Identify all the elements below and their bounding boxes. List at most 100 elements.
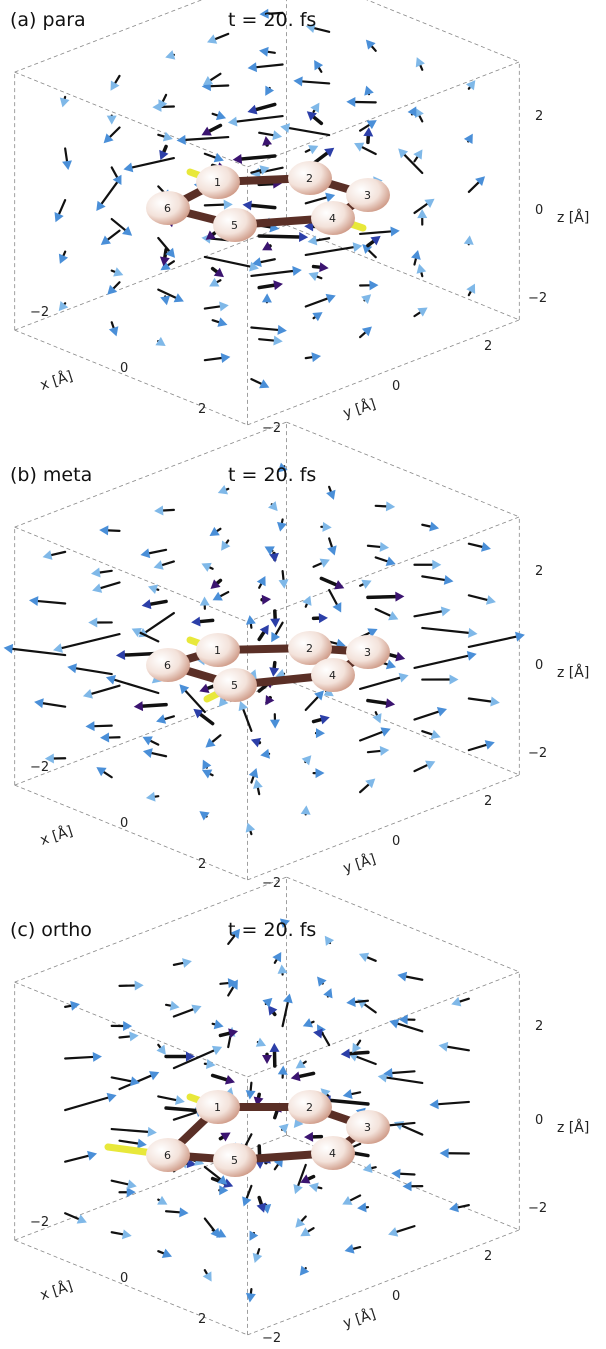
arrow-shaft bbox=[306, 299, 328, 307]
arrow-head bbox=[219, 302, 229, 312]
arrow-head bbox=[4, 644, 14, 654]
arrow-head bbox=[135, 980, 144, 990]
arrow-shaft bbox=[205, 1270, 207, 1274]
arrow-head bbox=[315, 768, 324, 778]
box-edge bbox=[15, 225, 287, 330]
arrow-head bbox=[43, 550, 53, 560]
arrow-head bbox=[122, 1229, 132, 1239]
arrow-shaft bbox=[246, 1134, 252, 1145]
arrow-shaft bbox=[132, 158, 174, 167]
atom-label: 5 bbox=[231, 679, 238, 692]
arrow-head bbox=[247, 105, 257, 115]
z-tick-label: 2 bbox=[535, 564, 543, 579]
arrow-head bbox=[156, 1045, 165, 1055]
arrow-shaft bbox=[420, 65, 422, 69]
arrow-head bbox=[424, 199, 434, 208]
panel-label: (b) meta bbox=[10, 464, 92, 486]
arrow-shaft bbox=[422, 525, 430, 527]
arrow-head bbox=[439, 1042, 449, 1052]
arrow-head bbox=[217, 317, 227, 327]
y-axis-label: y [Å] bbox=[341, 850, 378, 876]
arrow-head bbox=[346, 97, 355, 107]
arrow-shaft bbox=[469, 87, 470, 88]
arrow-shaft bbox=[469, 544, 482, 547]
arrow-head bbox=[179, 1207, 188, 1217]
arrow-head bbox=[429, 1099, 438, 1109]
arrow-head bbox=[345, 1244, 355, 1254]
arrow-shaft bbox=[211, 85, 229, 86]
arrow-shaft bbox=[422, 576, 444, 580]
arrow-shaft bbox=[112, 322, 114, 328]
arrow-shaft bbox=[226, 489, 228, 490]
arrow-shaft bbox=[289, 128, 329, 135]
arrow-shaft bbox=[63, 252, 65, 256]
arrow-head bbox=[129, 1031, 138, 1041]
arrow-head bbox=[160, 295, 170, 305]
arrow-head bbox=[91, 568, 101, 578]
arrow-head bbox=[85, 721, 94, 731]
arrow-head bbox=[319, 262, 328, 272]
arrow-head bbox=[481, 542, 491, 552]
arrow-head bbox=[444, 575, 454, 585]
arrow-head bbox=[107, 1093, 117, 1103]
arrow-head bbox=[34, 698, 44, 708]
arrow-head bbox=[262, 998, 272, 1008]
arrow-shaft bbox=[314, 110, 315, 112]
arrow-head bbox=[341, 1049, 350, 1059]
arrow-shaft bbox=[316, 238, 329, 240]
arrow-head bbox=[106, 675, 116, 685]
atom-label: 1 bbox=[214, 1101, 221, 1114]
arrow-shaft bbox=[387, 1078, 423, 1083]
z-tick-label: 0 bbox=[535, 203, 543, 218]
arrow-shaft bbox=[329, 590, 337, 604]
x-tick-label: 0 bbox=[120, 361, 128, 376]
arrow-shaft bbox=[400, 1174, 414, 1175]
panel-time: t = 20. fs bbox=[228, 919, 316, 941]
arrow-head bbox=[127, 1179, 137, 1189]
box-edge bbox=[15, 527, 248, 622]
arrow-shaft bbox=[65, 1098, 108, 1110]
arrow-shaft bbox=[251, 328, 278, 330]
atom-label: 1 bbox=[214, 176, 221, 189]
arrow-shaft bbox=[200, 620, 213, 621]
arrow-shaft bbox=[213, 1024, 215, 1025]
arrow-head bbox=[156, 714, 166, 724]
arrow-shaft bbox=[362, 147, 376, 154]
atom-label: 3 bbox=[364, 189, 371, 202]
arrow-shaft bbox=[243, 709, 251, 731]
arrow-shaft bbox=[469, 292, 471, 296]
arrow-shaft bbox=[101, 582, 120, 588]
arrow-head bbox=[146, 792, 156, 802]
z-tick-label: 0 bbox=[535, 658, 543, 673]
arrow-head bbox=[309, 1182, 319, 1192]
arrow-head bbox=[270, 1043, 280, 1052]
arrow-shaft bbox=[414, 712, 438, 720]
arrow-head bbox=[301, 805, 311, 814]
box-edge bbox=[248, 1230, 520, 1335]
arrow-shaft bbox=[306, 197, 327, 203]
arrow-head bbox=[278, 964, 288, 973]
arrow-shaft bbox=[112, 1181, 128, 1185]
arrow-shaft bbox=[143, 705, 166, 707]
arrow-head bbox=[316, 728, 325, 738]
arrow-shaft bbox=[259, 339, 274, 340]
y-axis-label: y [Å] bbox=[341, 1305, 378, 1331]
arrow-shaft bbox=[174, 1009, 193, 1016]
arrow-shaft bbox=[205, 1219, 215, 1231]
arrow-head bbox=[70, 1001, 80, 1011]
box-edge bbox=[248, 972, 520, 1077]
arrow-shaft bbox=[422, 628, 468, 633]
arrow-shaft bbox=[421, 273, 422, 277]
arrow-head bbox=[311, 352, 321, 362]
arrow-shaft bbox=[151, 741, 159, 745]
arrow-shaft bbox=[259, 133, 273, 135]
arrow-shaft bbox=[360, 231, 391, 233]
arrow-shaft bbox=[352, 1092, 360, 1094]
arrow-shaft bbox=[217, 529, 220, 531]
arrow-shaft bbox=[59, 200, 65, 214]
arrow-shaft bbox=[158, 1045, 160, 1048]
arrow-shaft bbox=[64, 303, 65, 304]
x-tick-label: 2 bbox=[198, 1312, 206, 1327]
arrow-shaft bbox=[438, 1102, 468, 1104]
